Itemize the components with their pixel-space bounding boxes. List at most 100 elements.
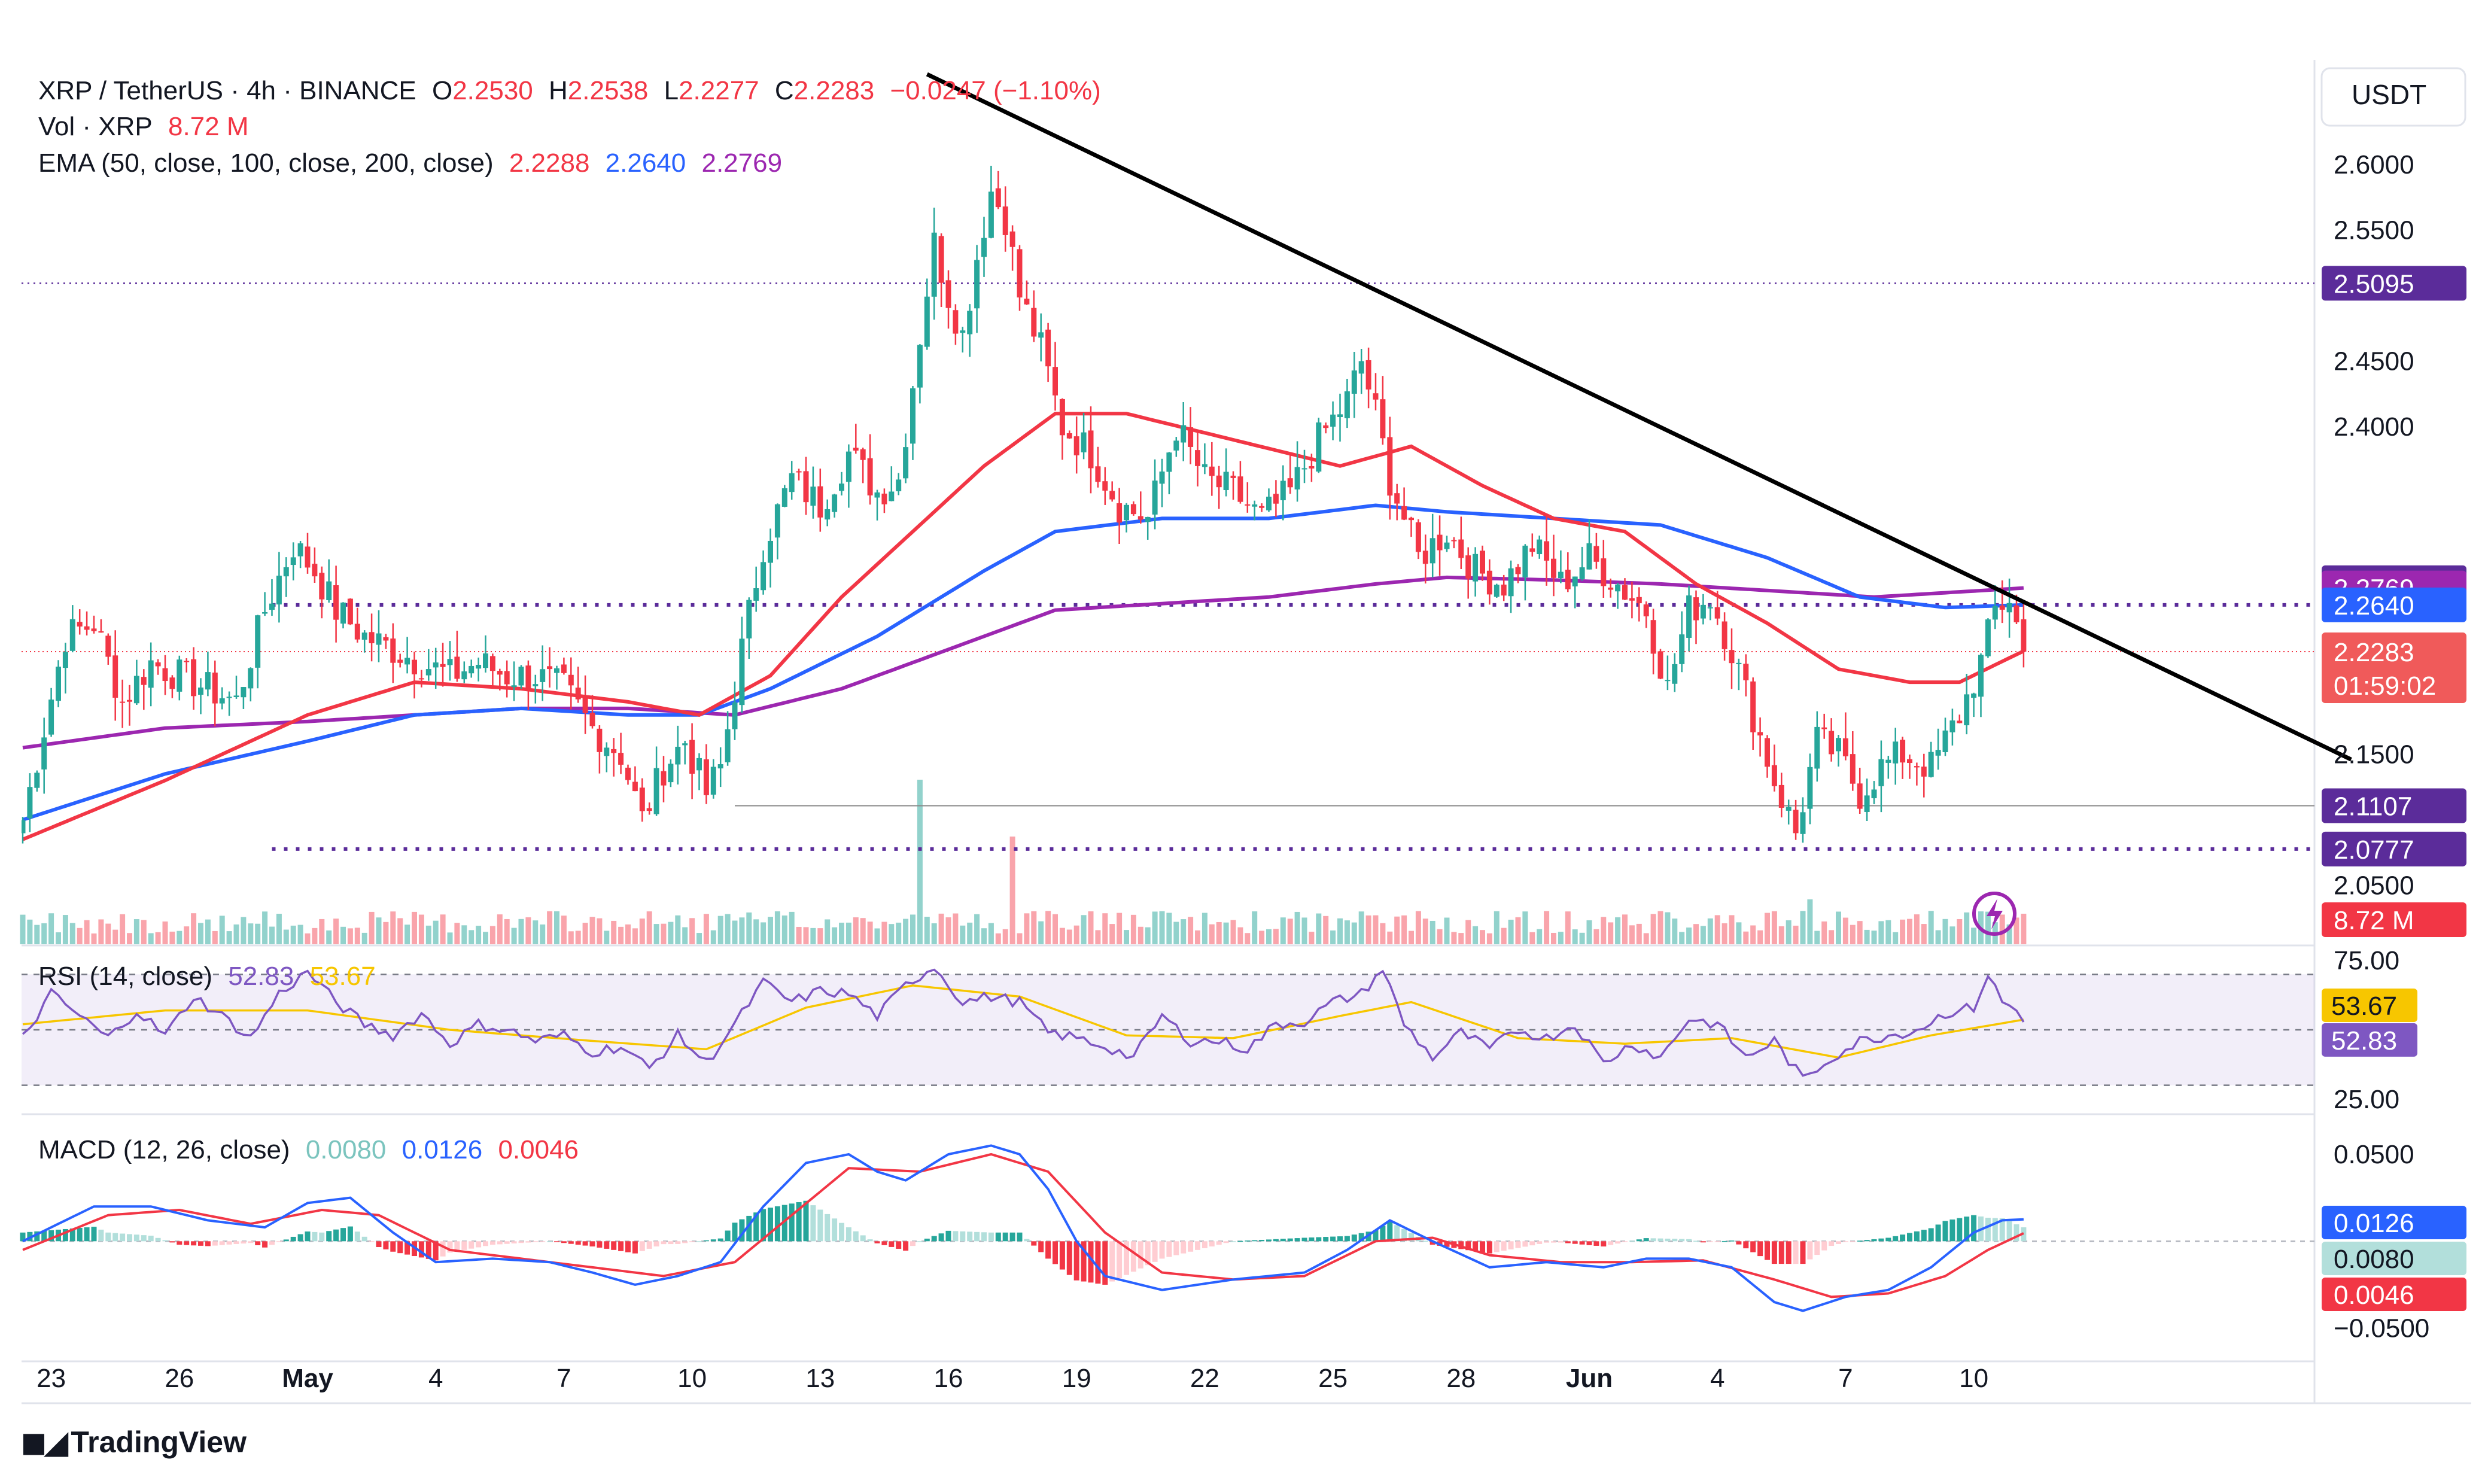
candle-body[interactable] xyxy=(404,658,410,665)
candle-body[interactable] xyxy=(604,747,610,756)
candle-body[interactable] xyxy=(1572,576,1578,586)
candle-body[interactable] xyxy=(1765,738,1770,767)
volume-label[interactable]: Vol · XRP xyxy=(38,112,153,141)
candle-body[interactable] xyxy=(440,664,446,667)
candle-body[interactable] xyxy=(1629,598,1635,601)
candle-body[interactable] xyxy=(390,638,396,663)
candle-body[interactable] xyxy=(1508,568,1514,597)
candle-body[interactable] xyxy=(255,615,261,668)
candle-body[interactable] xyxy=(746,600,752,638)
candle-body[interactable] xyxy=(283,567,289,577)
candle-body[interactable] xyxy=(20,820,26,834)
candle-body[interactable] xyxy=(269,603,275,610)
candle-body[interactable] xyxy=(1373,393,1379,400)
candle-body[interactable] xyxy=(1152,481,1158,515)
candle-body[interactable] xyxy=(1437,534,1443,551)
candle-body[interactable] xyxy=(739,638,745,705)
candle-body[interactable] xyxy=(1173,440,1179,451)
candle-body[interactable] xyxy=(340,603,346,624)
candle-body[interactable] xyxy=(1494,585,1500,597)
candle-body[interactable] xyxy=(1814,726,1820,769)
candle-body[interactable] xyxy=(1985,619,1991,656)
candle-body[interactable] xyxy=(169,677,175,689)
candle-body[interactable] xyxy=(689,740,695,774)
candle-body[interactable] xyxy=(903,447,909,479)
candle-body[interactable] xyxy=(319,573,325,600)
candle-body[interactable] xyxy=(1394,493,1400,504)
candle-body[interactable] xyxy=(761,562,767,591)
price-badge[interactable] xyxy=(2322,788,2466,823)
candle-body[interactable] xyxy=(34,773,40,788)
candle-body[interactable] xyxy=(1914,766,1920,768)
candle-body[interactable] xyxy=(2021,619,2027,652)
candle-body[interactable] xyxy=(1971,693,1977,698)
candle-body[interactable] xyxy=(184,661,190,662)
candle-body[interactable] xyxy=(297,543,303,556)
candle-body[interactable] xyxy=(1429,538,1435,564)
candle-body[interactable] xyxy=(554,668,559,673)
currency-label[interactable]: USDT xyxy=(2352,79,2426,110)
candles[interactable] xyxy=(20,166,2027,844)
time-tick[interactable]: Jun xyxy=(1566,1364,1613,1393)
candle-body[interactable] xyxy=(1486,570,1492,595)
candle-body[interactable] xyxy=(127,700,132,702)
time-tick[interactable]: 10 xyxy=(1959,1364,1988,1393)
candle-body[interactable] xyxy=(896,479,902,491)
candle-body[interactable] xyxy=(931,232,937,297)
candle-body[interactable] xyxy=(205,672,211,690)
candle-body[interactable] xyxy=(1365,360,1371,390)
candle-body[interactable] xyxy=(1601,558,1607,586)
candle-body[interactable] xyxy=(1088,430,1094,469)
candle-body[interactable] xyxy=(1081,432,1087,452)
candle-body[interactable] xyxy=(525,665,531,689)
candle-body[interactable] xyxy=(1700,604,1706,619)
candle-body[interactable] xyxy=(825,509,831,520)
candle-body[interactable] xyxy=(924,296,930,347)
price-badge[interactable] xyxy=(2322,266,2466,301)
candle-body[interactable] xyxy=(945,280,951,308)
candle-body[interactable] xyxy=(789,473,795,492)
candle-body[interactable] xyxy=(241,687,247,698)
candle-body[interactable] xyxy=(56,667,61,701)
candle-body[interactable] xyxy=(533,684,539,686)
candle-body[interactable] xyxy=(483,653,488,668)
candle-body[interactable] xyxy=(62,652,68,668)
candle-body[interactable] xyxy=(1714,607,1720,619)
candle-body[interactable] xyxy=(48,700,54,735)
candle-body[interactable] xyxy=(1529,548,1535,552)
candle-body[interactable] xyxy=(1473,554,1479,582)
candle-body[interactable] xyxy=(347,598,353,625)
candle-body[interactable] xyxy=(276,576,282,605)
descending-trendline[interactable] xyxy=(926,72,2352,762)
candle-body[interactable] xyxy=(1216,475,1222,488)
candle-body[interactable] xyxy=(1280,481,1286,500)
candle-body[interactable] xyxy=(1024,299,1030,305)
candle-body[interactable] xyxy=(1643,604,1649,617)
candle-body[interactable] xyxy=(162,668,168,682)
candle-body[interactable] xyxy=(1942,730,1948,752)
candle-body[interactable] xyxy=(910,388,915,444)
candle-body[interactable] xyxy=(639,787,645,811)
candle-body[interactable] xyxy=(1786,807,1792,811)
candle-body[interactable] xyxy=(120,701,126,703)
candle-body[interactable] xyxy=(1316,422,1322,472)
candle-body[interactable] xyxy=(1480,551,1485,574)
candle-body[interactable] xyxy=(1259,506,1265,508)
price-badge[interactable] xyxy=(2322,587,2466,622)
candle-body[interactable] xyxy=(497,671,503,675)
candle-body[interactable] xyxy=(1294,467,1300,489)
candle-body[interactable] xyxy=(717,764,723,769)
candle-body[interactable] xyxy=(781,488,787,507)
candle-body[interactable] xyxy=(1672,664,1678,684)
candle-body[interactable] xyxy=(561,664,567,673)
time-tick[interactable]: 28 xyxy=(1446,1364,1476,1393)
candle-body[interactable] xyxy=(1273,494,1279,504)
candle-body[interactable] xyxy=(817,486,823,518)
candle-body[interactable] xyxy=(1159,472,1165,484)
time-tick[interactable]: 19 xyxy=(1062,1364,1091,1393)
price-badge[interactable] xyxy=(2322,831,2466,866)
candle-body[interactable] xyxy=(1323,425,1329,428)
candle-body[interactable] xyxy=(675,746,681,765)
candle-body[interactable] xyxy=(1501,584,1507,596)
